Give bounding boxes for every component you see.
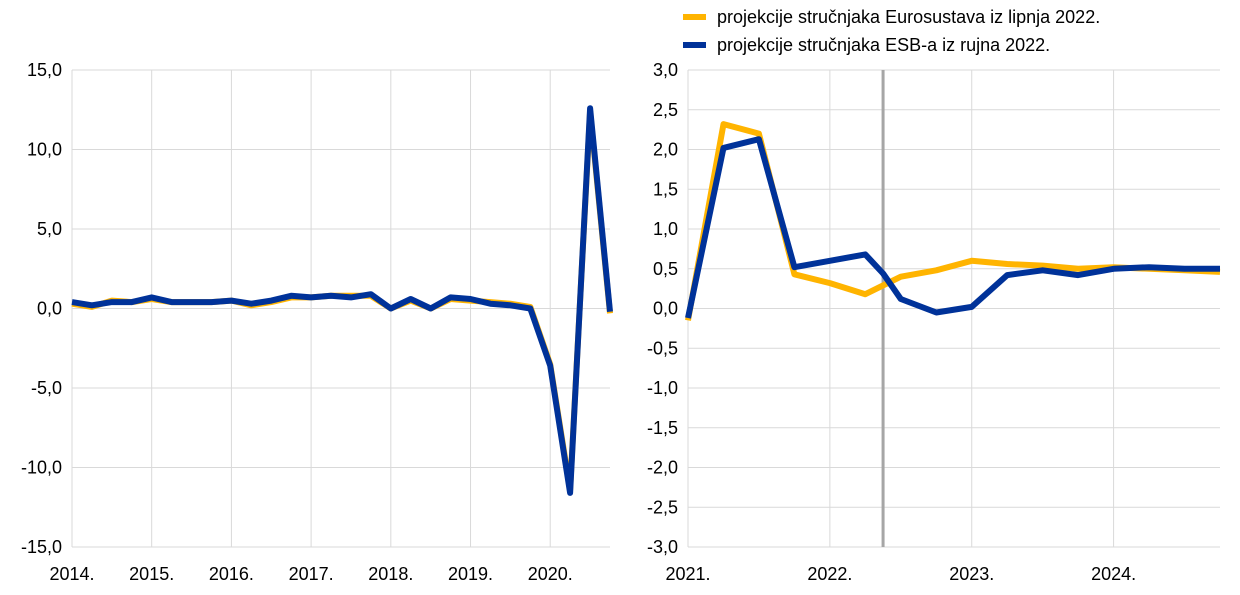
series-line-ecb-september-2022 xyxy=(71,105,613,496)
y-tick-label: -0,5 xyxy=(647,338,678,358)
x-tick-label: 2022. xyxy=(807,564,852,584)
y-tick-label: -2,5 xyxy=(647,497,678,517)
y-tick-label: 3,0 xyxy=(653,60,678,80)
x-tick-label: 2020. xyxy=(528,564,573,584)
x-tick-label: 2019. xyxy=(448,564,493,584)
series-line-ecb-september-2022 xyxy=(685,136,1220,319)
x-tick-label: 2021. xyxy=(665,564,710,584)
y-tick-label: -2,0 xyxy=(647,458,678,478)
series-line-eurosystem-june-2022 xyxy=(685,121,1221,321)
y-tick-label: -5,0 xyxy=(31,378,62,398)
y-tick-label: -10,0 xyxy=(21,458,62,478)
y-tick-label: 10,0 xyxy=(27,140,62,160)
legend-label-ecb: projekcije stručnjaka ESB-a iz rujna 202… xyxy=(717,35,1050,55)
x-tick-label: 2015. xyxy=(129,564,174,584)
y-tick-label: 5,0 xyxy=(37,219,62,239)
legend-entry-ecb: projekcije stručnjaka ESB-a iz rujna 202… xyxy=(683,35,1050,55)
chart-panel-projections: 3,0 2,5 2,0 1,5 1,0 0,5 0,0 -0,5 -1,0 -1,5 -2,0 -2,… xyxy=(647,60,1221,584)
chart-panel-historical: 15,0 10,0 5,0 0,0 -5,0 -10,0 -15,0 2014. 2015. 20… xyxy=(21,60,613,584)
y-tick-label: 1,5 xyxy=(653,179,678,199)
y-tick-label: 2,5 xyxy=(653,100,678,120)
y-tick-label: 2,0 xyxy=(653,140,678,160)
x-tick-label: 2017. xyxy=(289,564,334,584)
x-tick-label: 2018. xyxy=(368,564,413,584)
x-tick-label: 2023. xyxy=(949,564,994,584)
x-tick-label: 2024. xyxy=(1091,564,1136,584)
y-tick-label: 0,0 xyxy=(37,299,62,319)
y-tick-label: 15,0 xyxy=(27,60,62,80)
x-tick-label: 2014. xyxy=(49,564,94,584)
legend-entry-eurosystem: projekcije stručnjaka Eurosustava iz lip… xyxy=(683,7,1100,27)
y-tick-label: 1,0 xyxy=(653,219,678,239)
y-tick-label: -3,0 xyxy=(647,537,678,557)
y-tick-label: -1,5 xyxy=(647,418,678,438)
legend-label-eurosystem: projekcije stručnjaka Eurosustava iz lip… xyxy=(717,7,1100,27)
chart-legend: projekcije stručnjaka Eurosustava iz lip… xyxy=(683,7,1100,55)
y-tick-label: -1,0 xyxy=(647,378,678,398)
x-tick-label: 2016. xyxy=(209,564,254,584)
y-tick-label: 0,0 xyxy=(653,299,678,319)
y-tick-label: -15,0 xyxy=(21,537,62,557)
y-tick-label: 0,5 xyxy=(653,259,678,279)
